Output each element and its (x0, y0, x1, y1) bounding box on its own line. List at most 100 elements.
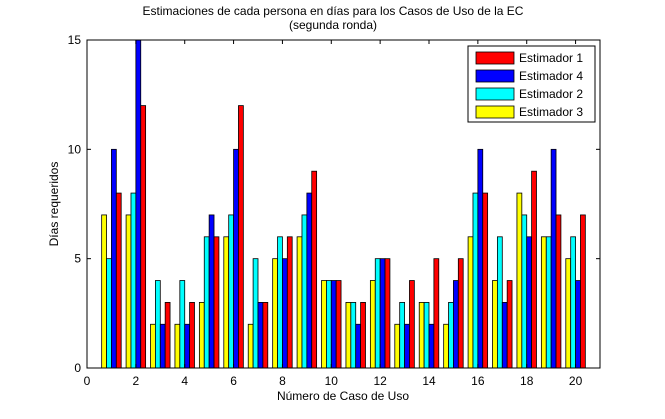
bar-estimador-3-case-9 (296, 236, 303, 369)
bar-estimador-3-case-20 (565, 258, 572, 369)
legend-label-estimador-3: Estimador 3 (519, 105, 583, 119)
bar-estimador-3-case-2 (125, 214, 132, 369)
bar-estimador-2-case-2 (130, 192, 137, 369)
bar-estimador-4-case-6 (233, 148, 239, 369)
bar-estimador-2-case-3 (154, 280, 161, 369)
bar-estimador-4-case-17 (501, 301, 508, 369)
bar-estimador-3-case-14 (418, 301, 425, 369)
bar-estimador-3-case-10 (321, 280, 327, 369)
bar-estimador-3-case-8 (272, 258, 278, 369)
bar-estimador-4-case-5 (208, 214, 215, 369)
bar-estimador-3-case-7 (247, 323, 254, 369)
bar-estimador-3-case-15 (443, 323, 449, 369)
y-tick-label: 5 (74, 252, 81, 266)
y-tick-label: 0 (74, 361, 81, 375)
legend-swatch-estimador-2 (475, 87, 515, 101)
x-tick-label: 16 (471, 374, 485, 388)
bar-estimador-4-case-10 (330, 280, 337, 369)
bar-estimador-2-case-9 (301, 214, 308, 369)
bar-estimador-3-case-16 (467, 236, 474, 369)
bar-estimador-4-case-20 (575, 280, 581, 369)
bar-estimador-1-case-17 (506, 280, 513, 369)
bar-estimador-1-case-4 (189, 301, 195, 369)
legend-swatch-estimador-4 (475, 69, 515, 83)
bar-estimador-1-case-13 (409, 280, 415, 369)
bar-estimador-4-case-7 (257, 301, 264, 369)
bar-estimador-2-case-5 (203, 236, 210, 369)
y-axis-label: Días requeridos (47, 162, 61, 247)
bar-estimador-4-case-16 (477, 148, 484, 369)
legend-swatch-estimador-3 (475, 105, 515, 119)
bar-estimador-4-case-2 (135, 39, 142, 369)
bar-estimador-2-case-13 (399, 301, 405, 369)
bar-estimador-2-case-15 (448, 301, 454, 369)
legend-swatch-estimador-1 (475, 51, 515, 65)
bar-estimador-1-case-2 (140, 105, 147, 369)
bar-estimador-1-case-6 (238, 105, 244, 369)
bar-estimador-2-case-11 (350, 301, 357, 369)
bar-estimador-2-case-6 (228, 214, 234, 369)
bar-estimador-4-case-3 (159, 323, 166, 369)
bar-estimador-1-case-7 (262, 301, 269, 369)
bar-estimador-3-case-19 (540, 236, 547, 369)
x-tick-label: 8 (279, 374, 286, 388)
legend-label-estimador-2: Estimador 2 (519, 87, 583, 101)
legend-label-estimador-4: Estimador 4 (519, 69, 583, 83)
bar-estimador-1-case-16 (482, 192, 489, 369)
x-tick-label: 14 (422, 374, 436, 388)
bar-estimador-1-case-14 (433, 258, 440, 369)
bar-estimador-4-case-9 (306, 192, 313, 369)
bar-estimador-2-case-8 (277, 236, 283, 369)
bar-estimador-4-case-4 (184, 323, 191, 369)
bar-estimador-1-case-8 (286, 236, 293, 369)
x-tick-label: 10 (325, 374, 339, 388)
bar-estimador-4-case-11 (355, 323, 361, 369)
bar-estimador-2-case-17 (496, 236, 503, 369)
bar-estimador-2-case-20 (570, 236, 576, 369)
bar-estimador-4-case-12 (379, 258, 386, 369)
x-tick-label: 0 (84, 374, 91, 388)
bar-estimador-2-case-7 (252, 258, 259, 369)
x-tick-label: 18 (520, 374, 534, 388)
bar-estimador-3-case-1 (101, 214, 107, 369)
legend-label-estimador-1: Estimador 1 (519, 51, 583, 65)
legend: Estimador 1 Estimador 4 Estimador 2 Estimad… (467, 45, 596, 123)
bar-estimador-1-case-12 (384, 258, 391, 369)
bar-estimador-3-case-13 (394, 323, 401, 369)
bar-estimador-1-case-18 (531, 170, 537, 369)
axes-frame (86, 39, 601, 369)
x-tick-label: 4 (181, 374, 188, 388)
bar-estimador-2-case-18 (521, 214, 528, 369)
bar-estimador-3-case-11 (345, 301, 352, 369)
bar-estimador-1-case-9 (311, 170, 318, 369)
bar-estimador-1-case-10 (335, 280, 342, 369)
bar-estimador-1-case-3 (164, 301, 171, 369)
x-tick-label: 2 (133, 374, 140, 388)
bar-estimador-4-case-8 (282, 258, 288, 369)
bar-estimador-2-case-19 (545, 236, 552, 369)
y-axis-ticks: 0 5 10 15 (68, 33, 600, 375)
bar-estimador-1-case-11 (360, 301, 366, 369)
bar-estimador-3-case-6 (223, 236, 230, 369)
bar-estimador-3-case-17 (492, 280, 498, 369)
x-axis-ticks: 0 2 4 6 8 10 12 14 16 18 20 (84, 40, 583, 388)
x-tick-label: 6 (230, 374, 237, 388)
bar-estimador-4-case-15 (453, 280, 459, 369)
bar-estimador-2-case-1 (106, 258, 112, 369)
bar-estimador-4-case-1 (111, 148, 117, 369)
bar-estimador-1-case-5 (213, 236, 220, 369)
bar-estimador-2-case-12 (374, 258, 381, 369)
bar-estimador-2-case-10 (325, 280, 332, 369)
bar-estimador-2-case-4 (179, 280, 186, 369)
bar-estimador-1-case-20 (580, 214, 586, 369)
bar-estimador-3-case-12 (369, 280, 376, 369)
bar-estimador-4-case-14 (428, 323, 435, 369)
bar-estimador-3-case-3 (150, 323, 156, 369)
bar-estimador-4-case-18 (526, 236, 533, 369)
bar-estimador-1-case-1 (115, 192, 122, 369)
bar-estimador-1-case-15 (457, 258, 464, 369)
chart-title: Estimaciones de cada persona en días par… (143, 4, 524, 18)
x-tick-label: 12 (373, 374, 387, 388)
